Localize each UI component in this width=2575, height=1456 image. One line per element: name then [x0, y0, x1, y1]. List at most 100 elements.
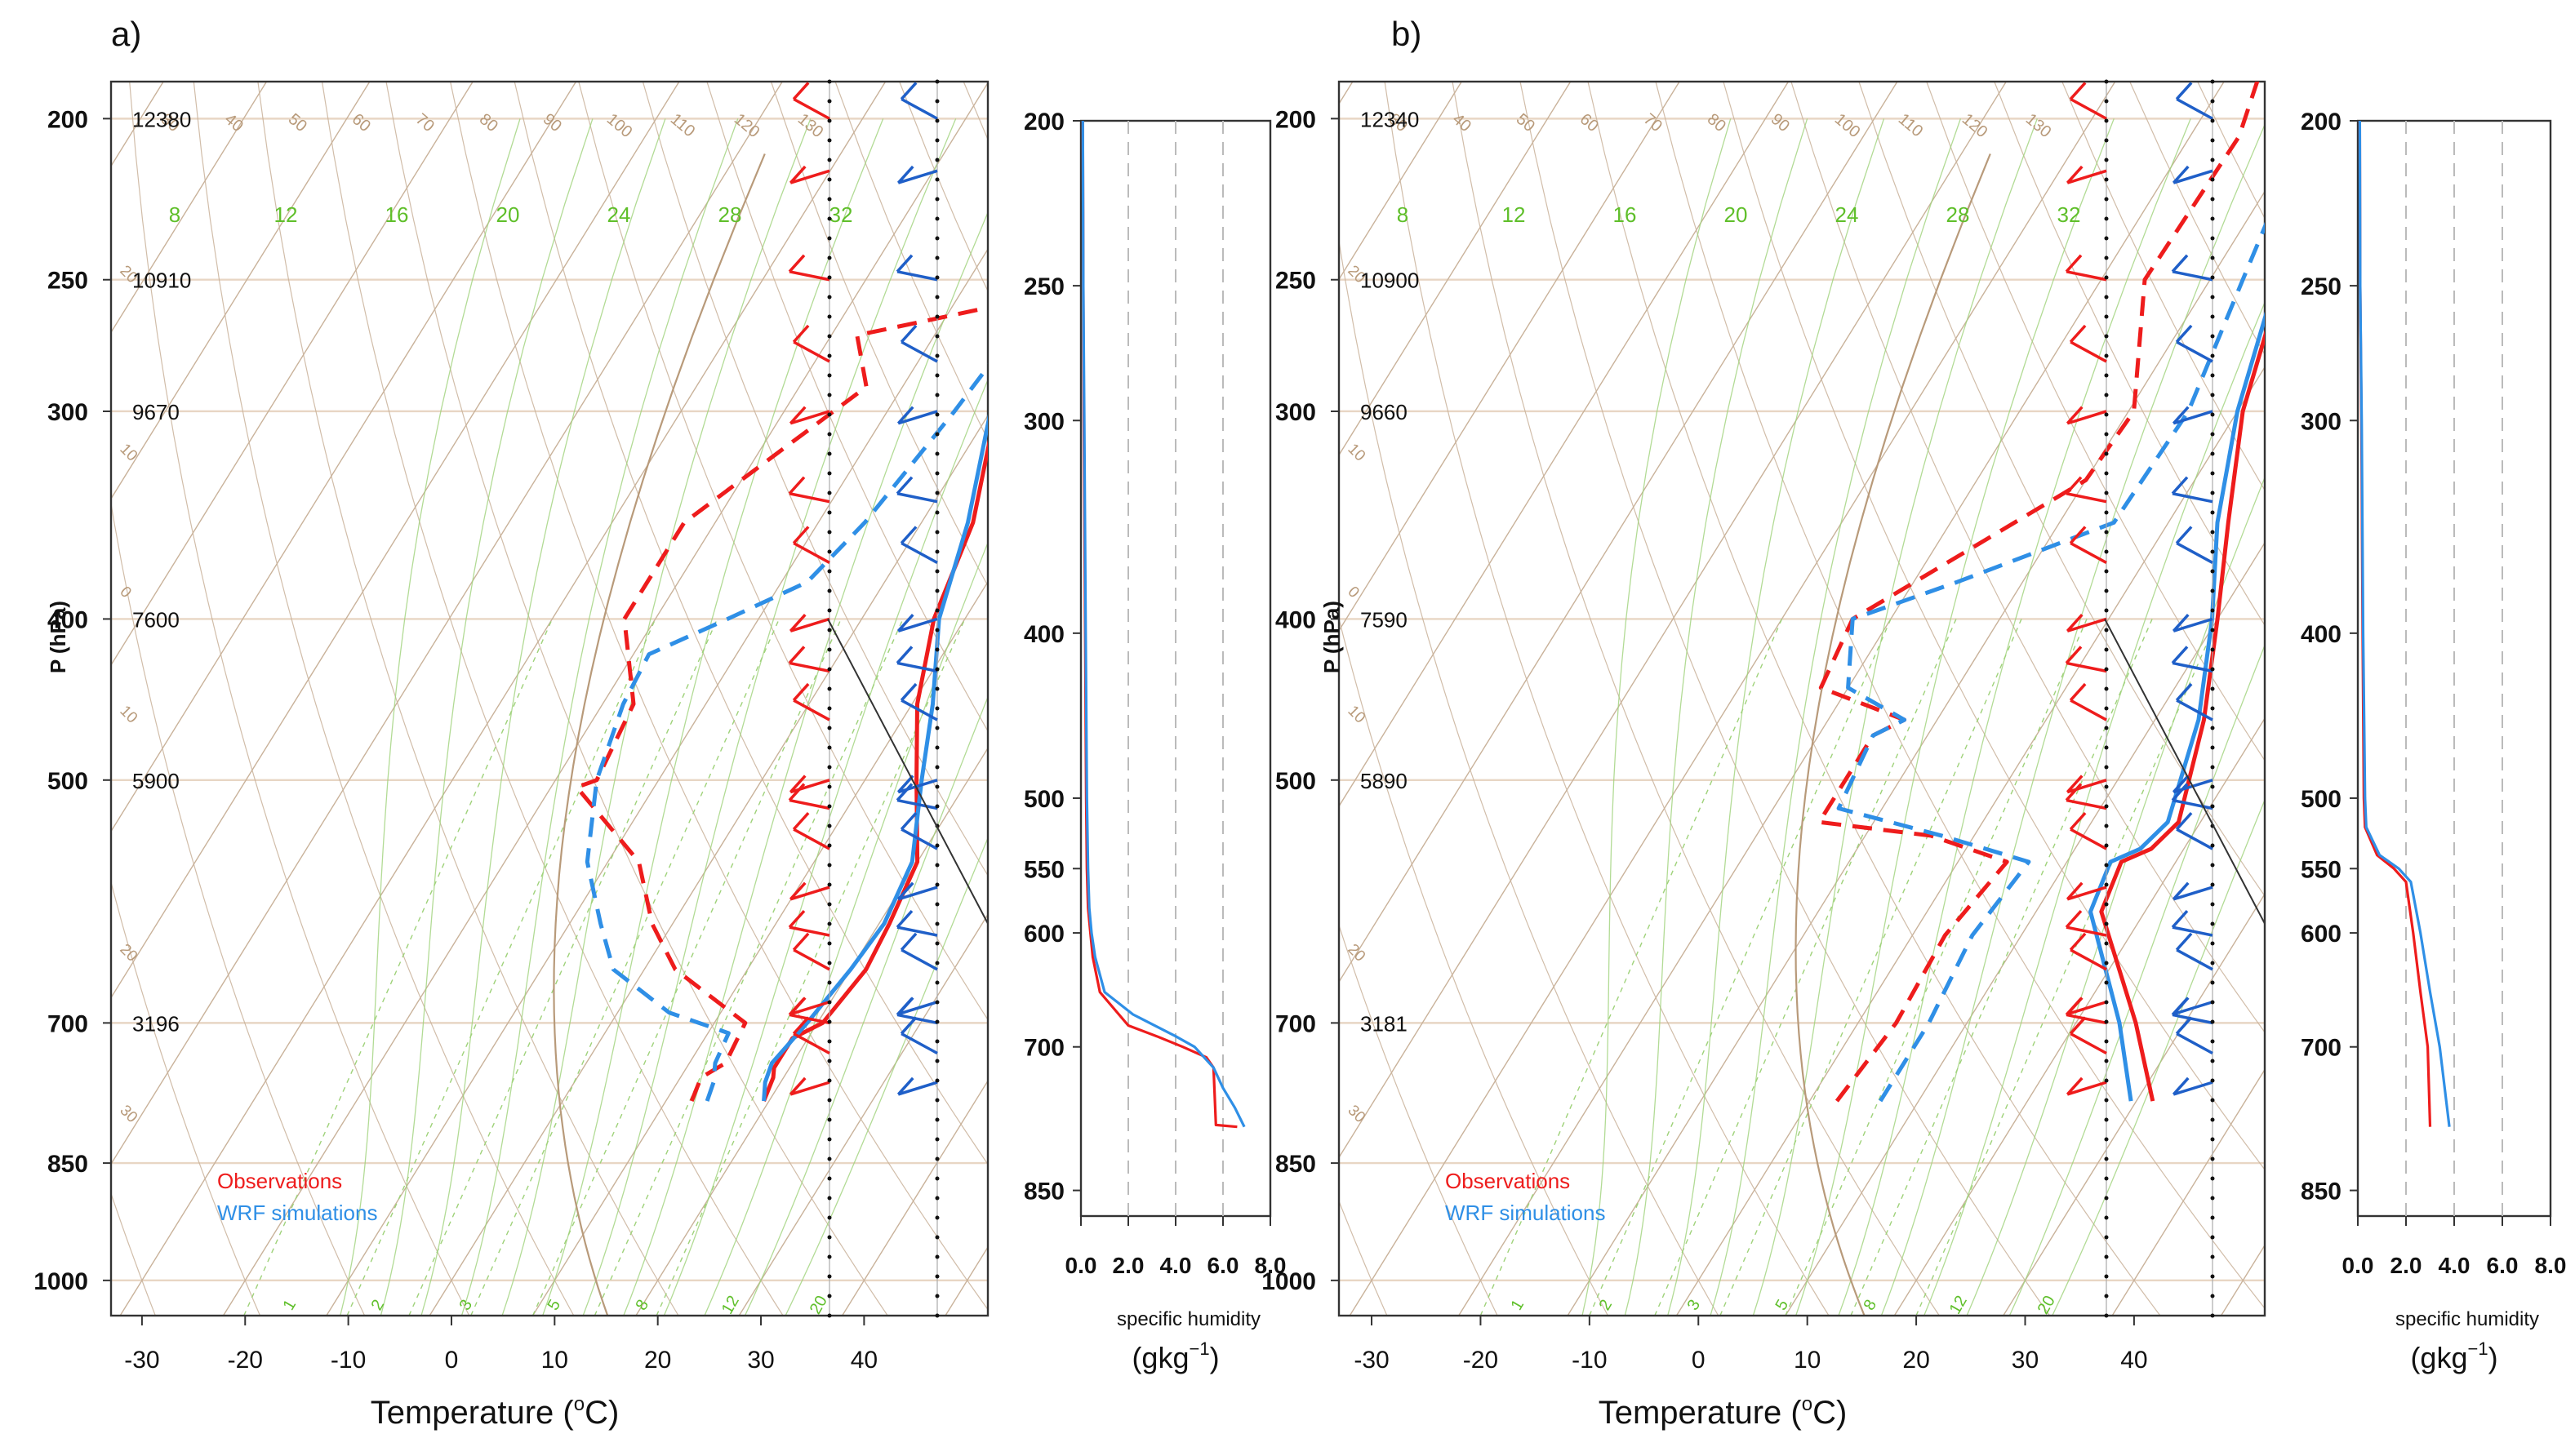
- mixing-ratio-bottom-label: 3: [1683, 1297, 1704, 1314]
- mixing-ratio-line: [1589, 619, 1892, 1316]
- mixing-ratio-bottom-label: 5: [1772, 1297, 1792, 1314]
- barb-axis-dot: [827, 980, 832, 985]
- isotherm-side-label: 20: [116, 941, 140, 965]
- barb-axis-dot: [2210, 275, 2215, 280]
- obs-wind-barb-feather: [788, 909, 806, 929]
- barb-axis-dot: [2104, 79, 2109, 84]
- isotherm-line: [842, 1079, 988, 1316]
- barb-axis-dot: [2104, 451, 2109, 456]
- humidity-unit-close: ): [1210, 1341, 1220, 1374]
- obs-wind-barb: [793, 828, 830, 850]
- dry-adiabat: [129, 82, 470, 1316]
- isotherm-side-label: 20: [1344, 941, 1368, 965]
- isotherm-line: [0, 42, 84, 1316]
- barb-axis-dot: [2210, 432, 2215, 437]
- wrf-wind-barb: [897, 1081, 938, 1096]
- barb-axis-dot: [2104, 1313, 2109, 1318]
- barb-axis-dot: [2104, 510, 2109, 515]
- barb-axis-dot: [2104, 314, 2109, 319]
- barb-axis-dot: [935, 510, 940, 515]
- barb-axis-dot: [2210, 765, 2215, 770]
- dry-adiabat: [706, 82, 988, 733]
- wrf-wind-barb-feather: [2175, 526, 2193, 544]
- barb-axis-dot: [935, 158, 940, 162]
- height-label: 3196: [132, 1011, 180, 1036]
- wrf-wind-barb-feather: [2175, 811, 2193, 831]
- barb-axis-dot: [2104, 1274, 2109, 1279]
- barb-axis-dot: [2210, 1215, 2215, 1220]
- barb-axis-dot: [2210, 1019, 2215, 1024]
- mixing-ratio-line: [1719, 619, 2022, 1316]
- isotherm-top-label: 90: [540, 110, 565, 135]
- humidity-unit-main: (gkg: [1132, 1341, 1189, 1374]
- pressure-tick-label: 850: [47, 1151, 88, 1178]
- humidity-pressure-tick-label: 700: [2301, 1035, 2342, 1062]
- barb-axis-dot: [935, 1098, 940, 1103]
- barb-axis-dot: [2104, 804, 2109, 809]
- height-label: 5900: [132, 769, 180, 793]
- obs-wind-barb-feather: [2066, 881, 2084, 901]
- barb-axis-dot: [2210, 79, 2215, 84]
- barb-axis-dot: [2104, 158, 2109, 162]
- barb-axis-dot: [935, 667, 940, 672]
- x-axis-label-text: Temperature (: [371, 1395, 575, 1431]
- wrf-wind-barb-feather: [900, 82, 918, 100]
- x-axis-label-unit: C): [585, 1395, 619, 1431]
- obs-wind-barb-feather: [792, 932, 810, 952]
- moist-adiabat: [704, 541, 988, 1316]
- barb-axis-dot: [2210, 961, 2215, 965]
- wrf-wind-barb: [2172, 926, 2213, 937]
- barb-axis-dot: [827, 295, 832, 300]
- barb-axis-dot: [935, 549, 940, 554]
- obs-wind-barb-feather: [788, 476, 806, 495]
- barb-axis-dot: [2210, 1294, 2215, 1298]
- barb-axis-dot: [2210, 1176, 2215, 1181]
- barb-axis-dot: [827, 471, 832, 476]
- barb-axis-dot: [2210, 1274, 2215, 1279]
- barb-axis-dot: [827, 608, 832, 613]
- wrf-dewpoint-line: [585, 363, 988, 1102]
- barb-axis-dot: [2104, 628, 2109, 633]
- barb-axis-dot: [2210, 1117, 2215, 1122]
- height-label: 9670: [132, 400, 180, 424]
- barb-axis-dot: [935, 334, 940, 339]
- barb-axis-dot: [827, 197, 832, 202]
- temperature-tick-label: 0: [445, 1347, 459, 1374]
- wrf-wind-barb: [896, 798, 938, 810]
- barb-axis-dot: [2210, 628, 2215, 633]
- barb-axis-dot: [2210, 588, 2215, 593]
- barb-axis-dot: [935, 706, 940, 711]
- humidity-pressure-tick-label: 400: [2301, 621, 2342, 648]
- humidity-xlabel: specific humidity: [1117, 1308, 1261, 1330]
- obs-wind-barb: [2070, 340, 2107, 363]
- obs-wind-barb: [2070, 1032, 2107, 1055]
- isotherm-line: [2111, 1068, 2265, 1316]
- isotherm-side-label: 30: [1344, 1102, 1368, 1126]
- mixing-ratio-line: [408, 619, 718, 1316]
- temperature-tick-label: 0: [1692, 1347, 1706, 1374]
- temperature-tick-label: 30: [747, 1347, 774, 1374]
- isotherm-top-label: 110: [667, 110, 699, 140]
- humidity-pressure-tick-label: 550: [2301, 856, 2342, 883]
- wrf-wind-barb: [897, 617, 938, 633]
- barb-axis-dot: [2104, 373, 2109, 378]
- isotherm-line: [738, 913, 988, 1316]
- obs-wind-barb: [2066, 886, 2107, 901]
- isotherm-line: [429, 414, 988, 1316]
- barb-axis-dot: [935, 1078, 940, 1083]
- isotherm-line: [119, 82, 887, 1316]
- barb-axis-dot: [935, 99, 940, 104]
- barb-axis-dot: [935, 255, 940, 260]
- barb-axis-dot: [2104, 1059, 2109, 1063]
- barb-axis-dot: [2104, 1098, 2109, 1103]
- isotherm-line: [111, 82, 680, 999]
- wrf-wind-barb-feather: [2171, 254, 2189, 273]
- barb-axis-dot: [2104, 216, 2109, 221]
- barb-axis-dot: [2210, 882, 2215, 887]
- barb-axis-dot: [935, 902, 940, 907]
- barb-axis-dot: [2210, 255, 2215, 260]
- barb-axis-dot: [827, 784, 832, 789]
- pressure-tick-label: 1000: [1261, 1268, 1316, 1295]
- wrf-wind-barb-feather: [2172, 881, 2190, 901]
